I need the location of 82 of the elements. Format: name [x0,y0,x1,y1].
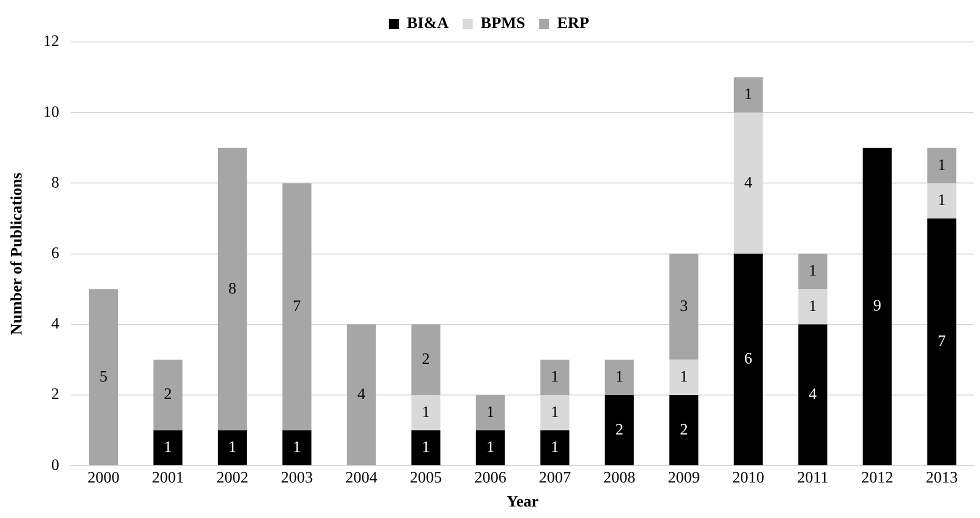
bar [604,395,634,466]
data-label: 2 [164,386,172,404]
bar [476,395,505,430]
x-tick-label: 2007 [538,469,571,486]
data-label: 1 [292,438,301,456]
bar [153,360,182,430]
data-label: 1 [744,86,752,104]
y-tick-label: 10 [43,104,60,121]
bar [540,360,570,395]
data-label: 1 [938,156,946,174]
x-tick-label: 2013 [926,469,958,486]
data-label: 6 [744,350,752,368]
bar [669,395,698,466]
data-label: 2 [680,421,688,438]
data-label: 4 [808,386,817,403]
x-tick-label: 2012 [861,469,894,486]
x-tick-label: 2009 [668,469,700,486]
x-tick-label: 2001 [152,469,184,486]
data-label: 4 [357,386,366,403]
bar [669,254,698,360]
bar [927,218,956,466]
x-tick-label: 2003 [280,469,313,486]
data-label: 1 [486,404,494,421]
data-label: 1 [550,404,559,421]
bar [153,430,182,466]
data-label: 1 [422,438,430,456]
x-tick-label: 2002 [216,469,248,486]
x-tick-label: 2010 [732,469,764,486]
data-label: 1 [164,438,172,456]
y-tick-label: 2 [51,386,60,404]
legend-label: ERP [557,15,590,32]
bar [798,254,828,290]
data-label: 1 [808,298,817,315]
data-label: 8 [228,280,236,298]
data-label: 1 [808,262,817,280]
data-label: 1 [550,438,559,456]
x-tick-label: 2000 [87,469,120,486]
data-label: 7 [938,333,946,350]
bar [346,324,376,466]
data-label: 1 [615,368,624,386]
data-label: 9 [873,298,882,315]
x-tick-label: 2006 [474,469,506,486]
x-axis-title: Year [506,494,539,511]
data-label: 1 [938,192,946,210]
bar [282,183,312,430]
data-label: 3 [680,298,688,315]
y-tick-label: 8 [51,174,60,192]
bar [411,430,440,466]
x-tick-label: 2011 [797,469,828,486]
bar [218,430,247,466]
bar [218,148,247,430]
y-tick-label: 4 [51,316,60,333]
bar [604,360,634,395]
data-label: 2 [615,421,624,438]
data-label: 1 [680,368,688,386]
x-tick-label: 2008 [603,469,636,486]
data-label: 1 [550,368,559,386]
bar [540,430,570,466]
bar [282,430,312,466]
data-label: 1 [228,438,236,456]
data-label: 2 [422,350,430,368]
bar [411,324,440,395]
bar [927,148,956,184]
y-axis-title: Number of Publications [8,172,26,335]
bar [862,148,892,466]
y-tick-label: 12 [43,33,60,50]
y-tick-label: 0 [51,456,60,474]
data-label: 1 [422,404,430,421]
bar [734,77,763,113]
legend-label: BPMS [480,15,526,32]
bar [734,254,763,466]
bar [88,289,118,466]
data-label: 7 [292,298,301,315]
data-label: 1 [486,438,494,456]
y-tick-label: 6 [51,245,60,262]
legend-label: BI&A [406,15,450,32]
bar [798,324,828,466]
bar [476,430,505,466]
x-tick-label: 2005 [410,469,442,486]
x-tick-label: 2004 [345,469,378,486]
data-label: 4 [744,174,752,192]
data-label: 5 [99,368,108,386]
